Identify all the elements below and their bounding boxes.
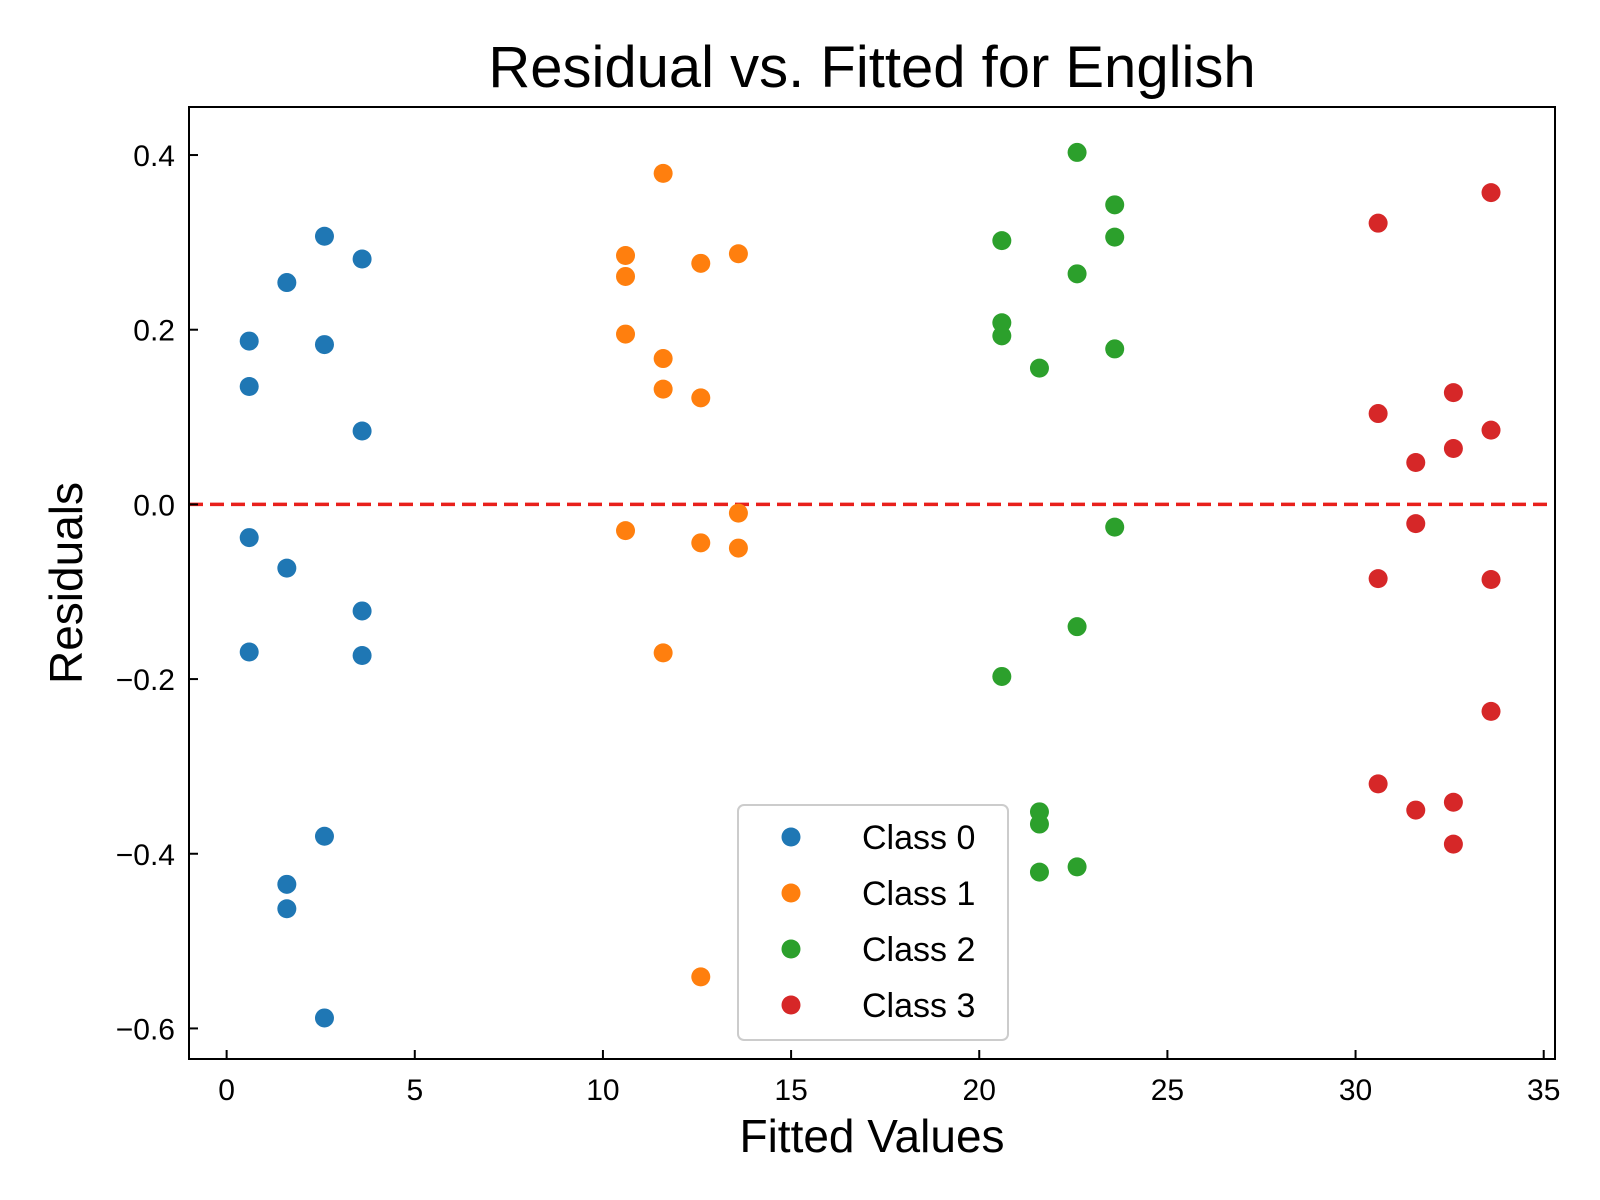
y-tick-label: 0.4 bbox=[133, 140, 175, 173]
y-tick-label: −0.2 bbox=[116, 664, 175, 697]
data-point bbox=[1406, 452, 1426, 472]
plot-frame bbox=[188, 106, 1556, 1060]
data-point bbox=[1443, 792, 1463, 812]
data-point bbox=[277, 273, 297, 293]
x-tick-label: 10 bbox=[586, 1074, 619, 1107]
data-points bbox=[239, 142, 1501, 1028]
data-point bbox=[992, 313, 1012, 333]
data-point bbox=[728, 538, 748, 558]
data-point bbox=[1368, 404, 1388, 424]
series-class-0 bbox=[239, 226, 372, 1028]
data-point bbox=[1406, 514, 1426, 534]
data-point bbox=[616, 245, 636, 265]
legend-label: Class 3 bbox=[862, 987, 975, 1025]
data-point bbox=[1105, 339, 1125, 359]
y-tick-label: −0.6 bbox=[116, 1013, 175, 1046]
data-point bbox=[1105, 517, 1125, 537]
data-point bbox=[1368, 213, 1388, 233]
data-point bbox=[1368, 774, 1388, 794]
data-point bbox=[314, 826, 334, 846]
series-class-3 bbox=[1368, 183, 1501, 854]
data-point bbox=[352, 645, 372, 665]
data-point bbox=[616, 521, 636, 541]
legend-box bbox=[737, 804, 1009, 1041]
data-point bbox=[1067, 142, 1087, 162]
data-point bbox=[992, 666, 1012, 686]
legend-label: Class 2 bbox=[862, 931, 975, 969]
data-point bbox=[1105, 195, 1125, 215]
data-point bbox=[728, 503, 748, 523]
data-point bbox=[314, 1008, 334, 1028]
series-class-1 bbox=[616, 163, 748, 987]
chart-title: Residual vs. Fitted for English bbox=[488, 35, 1255, 100]
data-point bbox=[1029, 358, 1049, 378]
data-point bbox=[314, 226, 334, 246]
data-point bbox=[616, 324, 636, 344]
x-axis-ticks: 0 5 10 15 20 25 30 35 bbox=[218, 1050, 1560, 1107]
legend-marker bbox=[781, 883, 801, 903]
data-point bbox=[277, 874, 297, 894]
data-point bbox=[691, 533, 711, 553]
data-point bbox=[239, 331, 259, 351]
data-point bbox=[1067, 857, 1087, 877]
y-axis-ticks: −0.6 −0.4 −0.2 0.0 0.2 0.4 bbox=[116, 140, 198, 1046]
x-tick-label: 35 bbox=[1527, 1074, 1560, 1107]
data-point bbox=[728, 244, 748, 264]
data-point bbox=[277, 558, 297, 578]
legend-items: Class 0 Class 1 Class 2 Class 3 bbox=[781, 819, 975, 1025]
data-point bbox=[691, 388, 711, 408]
data-point bbox=[1067, 264, 1087, 284]
x-tick-label: 0 bbox=[218, 1074, 235, 1107]
data-point bbox=[992, 231, 1012, 251]
x-tick-label: 20 bbox=[963, 1074, 996, 1107]
data-point bbox=[1067, 617, 1087, 637]
data-point bbox=[653, 379, 673, 399]
data-point bbox=[691, 253, 711, 273]
data-point bbox=[277, 899, 297, 919]
legend-marker bbox=[781, 827, 801, 847]
legend-marker bbox=[781, 939, 801, 959]
data-point bbox=[1481, 570, 1501, 590]
legend: Class 0 Class 1 Class 2 Class 3 bbox=[737, 804, 1009, 1041]
data-point bbox=[1443, 438, 1463, 458]
data-point bbox=[314, 335, 334, 355]
y-axis-label: Residuals bbox=[40, 482, 92, 684]
legend-label: Class 0 bbox=[862, 819, 975, 857]
data-point bbox=[1443, 834, 1463, 854]
data-point bbox=[239, 376, 259, 396]
data-point bbox=[1406, 800, 1426, 820]
y-tick-label: 0.2 bbox=[133, 315, 175, 348]
x-tick-label: 30 bbox=[1339, 1074, 1372, 1107]
legend-marker bbox=[781, 995, 801, 1015]
x-tick-label: 5 bbox=[406, 1074, 423, 1107]
data-point bbox=[239, 528, 259, 548]
data-point bbox=[1105, 227, 1125, 247]
data-point bbox=[352, 249, 372, 269]
data-point bbox=[352, 601, 372, 621]
data-point bbox=[352, 421, 372, 441]
data-point bbox=[1443, 383, 1463, 403]
data-point bbox=[239, 642, 259, 662]
x-axis-label: Fitted Values bbox=[739, 1110, 1004, 1162]
data-point bbox=[992, 326, 1012, 346]
data-point bbox=[1368, 569, 1388, 589]
data-point bbox=[1481, 701, 1501, 721]
data-point bbox=[616, 266, 636, 286]
data-point bbox=[653, 643, 673, 663]
data-point bbox=[1029, 862, 1049, 882]
x-tick-label: 15 bbox=[774, 1074, 807, 1107]
x-tick-label: 25 bbox=[1151, 1074, 1184, 1107]
legend-label: Class 1 bbox=[862, 875, 975, 913]
data-point bbox=[1029, 814, 1049, 834]
series-class-2 bbox=[992, 142, 1125, 882]
data-point bbox=[1481, 420, 1501, 440]
data-point bbox=[653, 163, 673, 183]
y-tick-label: 0.0 bbox=[133, 489, 175, 522]
data-point bbox=[1481, 183, 1501, 203]
y-tick-label: −0.4 bbox=[116, 839, 175, 872]
data-point bbox=[653, 349, 673, 369]
data-point bbox=[691, 967, 711, 987]
